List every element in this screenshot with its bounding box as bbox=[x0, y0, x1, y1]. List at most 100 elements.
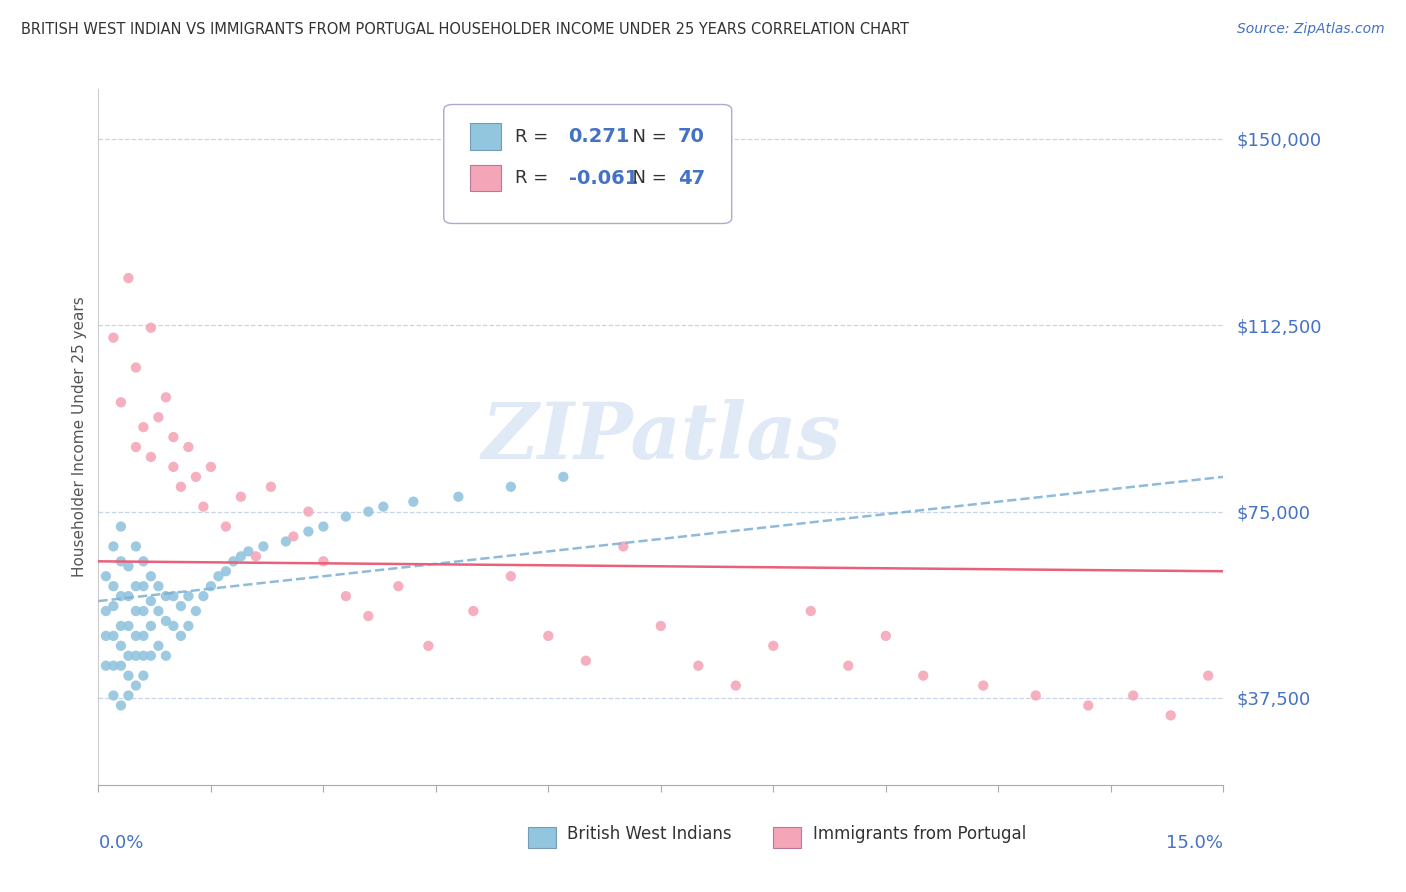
Point bbox=[499, 569, 522, 583]
Point bbox=[238, 544, 260, 558]
Point bbox=[117, 271, 139, 285]
Point bbox=[207, 569, 229, 583]
Point bbox=[162, 619, 184, 633]
Point bbox=[139, 619, 162, 633]
Point bbox=[162, 459, 184, 474]
Point bbox=[139, 648, 162, 663]
Point bbox=[103, 658, 125, 673]
Point bbox=[229, 490, 252, 504]
Text: 0.0%: 0.0% bbox=[98, 834, 143, 852]
Point bbox=[110, 519, 132, 533]
Text: R =: R = bbox=[515, 128, 554, 145]
Point bbox=[139, 594, 162, 608]
Point bbox=[912, 668, 935, 682]
Point bbox=[117, 648, 139, 663]
Point bbox=[193, 589, 215, 603]
Point bbox=[1077, 698, 1099, 713]
Point bbox=[357, 609, 380, 624]
Point bbox=[215, 564, 238, 578]
Point bbox=[274, 534, 297, 549]
Point bbox=[1122, 689, 1144, 703]
Point bbox=[499, 480, 522, 494]
Point bbox=[688, 658, 710, 673]
Point bbox=[447, 490, 470, 504]
Point bbox=[537, 629, 560, 643]
Point bbox=[170, 480, 193, 494]
Point bbox=[762, 639, 785, 653]
Point bbox=[193, 500, 215, 514]
Point bbox=[402, 494, 425, 508]
Point bbox=[110, 589, 132, 603]
Text: 70: 70 bbox=[678, 127, 704, 146]
Point bbox=[103, 689, 125, 703]
Point bbox=[222, 554, 245, 568]
Point bbox=[110, 554, 132, 568]
Point bbox=[132, 648, 155, 663]
Point bbox=[335, 509, 357, 524]
Point bbox=[110, 698, 132, 713]
Point bbox=[170, 599, 193, 613]
Point bbox=[200, 579, 222, 593]
FancyBboxPatch shape bbox=[529, 827, 557, 847]
Point bbox=[125, 360, 148, 375]
Point bbox=[155, 648, 177, 663]
Text: BRITISH WEST INDIAN VS IMMIGRANTS FROM PORTUGAL HOUSEHOLDER INCOME UNDER 25 YEAR: BRITISH WEST INDIAN VS IMMIGRANTS FROM P… bbox=[21, 22, 910, 37]
Point bbox=[110, 395, 132, 409]
Point bbox=[132, 420, 155, 434]
Point bbox=[650, 619, 672, 633]
Point bbox=[125, 540, 148, 554]
Point bbox=[1025, 689, 1047, 703]
Point bbox=[125, 579, 148, 593]
Text: ZIPatlas: ZIPatlas bbox=[481, 399, 841, 475]
FancyBboxPatch shape bbox=[444, 104, 731, 224]
Point bbox=[373, 500, 395, 514]
Point bbox=[800, 604, 823, 618]
Point bbox=[125, 629, 148, 643]
Point bbox=[972, 679, 994, 693]
Point bbox=[103, 599, 125, 613]
Point bbox=[215, 519, 238, 533]
Point bbox=[110, 639, 132, 653]
Point bbox=[875, 629, 897, 643]
Text: 47: 47 bbox=[678, 169, 704, 187]
Point bbox=[335, 589, 357, 603]
Point bbox=[837, 658, 859, 673]
Point bbox=[110, 619, 132, 633]
Point bbox=[94, 569, 117, 583]
Point bbox=[125, 679, 148, 693]
Point bbox=[612, 540, 634, 554]
Text: R =: R = bbox=[515, 169, 554, 187]
Point bbox=[125, 604, 148, 618]
Text: N =: N = bbox=[621, 128, 673, 145]
Point bbox=[162, 589, 184, 603]
Text: N =: N = bbox=[621, 169, 673, 187]
Point bbox=[418, 639, 440, 653]
Text: Immigrants from Portugal: Immigrants from Portugal bbox=[813, 825, 1026, 843]
Point bbox=[1197, 668, 1219, 682]
Point bbox=[553, 470, 575, 484]
Point bbox=[148, 604, 170, 618]
Point bbox=[575, 654, 598, 668]
FancyBboxPatch shape bbox=[470, 123, 501, 150]
Point bbox=[94, 658, 117, 673]
Point bbox=[200, 459, 222, 474]
Point bbox=[139, 320, 162, 334]
Point bbox=[94, 629, 117, 643]
Point bbox=[103, 331, 125, 345]
Point bbox=[1160, 708, 1182, 723]
Point bbox=[184, 604, 207, 618]
Point bbox=[184, 470, 207, 484]
Point bbox=[103, 629, 125, 643]
Point bbox=[463, 604, 485, 618]
Point bbox=[177, 440, 200, 454]
Point bbox=[245, 549, 267, 564]
Point bbox=[132, 579, 155, 593]
Point bbox=[177, 619, 200, 633]
Point bbox=[117, 559, 139, 574]
Point bbox=[103, 579, 125, 593]
Point bbox=[297, 505, 319, 519]
Point bbox=[357, 505, 380, 519]
FancyBboxPatch shape bbox=[773, 827, 801, 847]
Point bbox=[103, 540, 125, 554]
Point bbox=[132, 554, 155, 568]
